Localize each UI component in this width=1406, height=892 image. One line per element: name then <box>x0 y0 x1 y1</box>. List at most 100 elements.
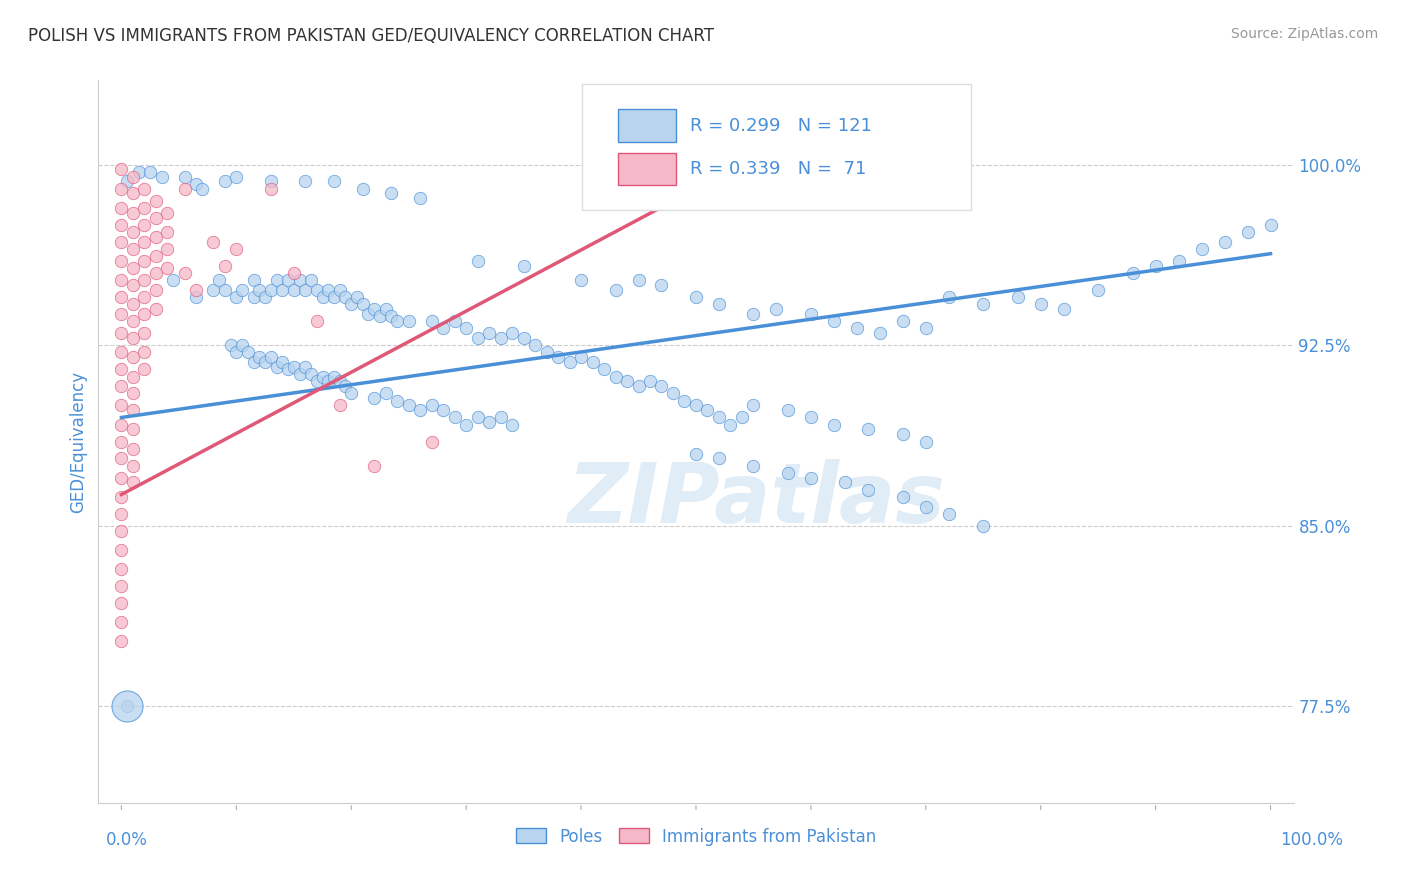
Point <box>685 398 707 412</box>
Point <box>110 362 132 376</box>
Point <box>363 458 385 473</box>
Point <box>305 283 328 297</box>
Point <box>294 359 316 374</box>
Point <box>122 225 145 239</box>
Point <box>110 542 132 557</box>
Point <box>329 398 352 412</box>
Point <box>385 314 409 328</box>
Point <box>1167 254 1189 268</box>
Point <box>443 314 465 328</box>
Point <box>316 283 339 297</box>
Point <box>122 458 145 473</box>
Point <box>1213 235 1236 249</box>
Point <box>536 345 558 359</box>
Point <box>225 242 247 256</box>
Point <box>305 374 328 388</box>
Point <box>1191 242 1213 256</box>
Point <box>156 225 179 239</box>
Point <box>374 302 396 317</box>
Point <box>247 283 270 297</box>
Point <box>122 331 145 345</box>
Point <box>225 169 247 184</box>
Point <box>420 398 443 412</box>
Point <box>800 307 823 321</box>
Point <box>156 242 179 256</box>
Point <box>352 181 374 195</box>
Point <box>938 290 960 304</box>
Point <box>260 174 283 188</box>
Point <box>616 374 638 388</box>
Point <box>254 290 277 304</box>
Point <box>156 205 179 219</box>
Point <box>134 326 156 340</box>
Point <box>122 403 145 417</box>
Point <box>288 273 311 287</box>
Point <box>340 386 363 401</box>
Point <box>1007 290 1029 304</box>
Point <box>214 174 236 188</box>
Point <box>357 307 380 321</box>
Text: R = 0.299   N = 121: R = 0.299 N = 121 <box>690 117 872 135</box>
Point <box>662 386 685 401</box>
Text: ZIPatlas: ZIPatlas <box>567 458 945 540</box>
Point <box>134 201 156 215</box>
Point <box>834 475 856 490</box>
Point <box>765 302 787 317</box>
Point <box>242 355 264 369</box>
Point <box>110 579 132 593</box>
Point <box>914 500 936 514</box>
Point <box>122 475 145 490</box>
Point <box>110 326 132 340</box>
Point <box>139 165 162 179</box>
Point <box>173 169 195 184</box>
Point <box>236 345 259 359</box>
Point <box>283 283 305 297</box>
Point <box>891 314 914 328</box>
Point <box>134 181 156 195</box>
Point <box>277 273 299 287</box>
Point <box>1260 218 1282 232</box>
Point <box>685 447 707 461</box>
Point <box>122 386 145 401</box>
Point <box>605 283 627 297</box>
Point <box>145 194 167 208</box>
Point <box>122 277 145 292</box>
Point <box>489 331 512 345</box>
Point <box>110 201 132 215</box>
Point <box>122 242 145 256</box>
Point <box>1029 297 1052 311</box>
Point <box>776 403 799 417</box>
Point <box>409 191 432 205</box>
Point <box>512 259 534 273</box>
Point <box>110 507 132 521</box>
Point <box>110 634 132 648</box>
Point <box>110 490 132 504</box>
Point <box>707 410 730 425</box>
Point <box>110 596 132 610</box>
Point <box>115 699 138 714</box>
Point <box>380 186 402 201</box>
Point <box>329 374 352 388</box>
Point <box>742 458 765 473</box>
Point <box>374 386 396 401</box>
Point <box>547 350 569 364</box>
Point <box>891 490 914 504</box>
Point <box>162 273 184 287</box>
Point <box>398 314 420 328</box>
Point <box>134 273 156 287</box>
Point <box>260 181 283 195</box>
Point <box>191 181 214 195</box>
Point <box>145 229 167 244</box>
Point <box>202 235 225 249</box>
Point <box>110 162 132 177</box>
Bar <box>619 153 676 185</box>
Y-axis label: GED/Equivalency: GED/Equivalency <box>69 370 87 513</box>
Point <box>122 442 145 456</box>
Point <box>110 345 132 359</box>
Point <box>156 261 179 276</box>
Point <box>145 283 167 297</box>
Point <box>134 345 156 359</box>
Point <box>110 290 132 304</box>
Point <box>650 277 672 292</box>
Point <box>720 417 742 432</box>
